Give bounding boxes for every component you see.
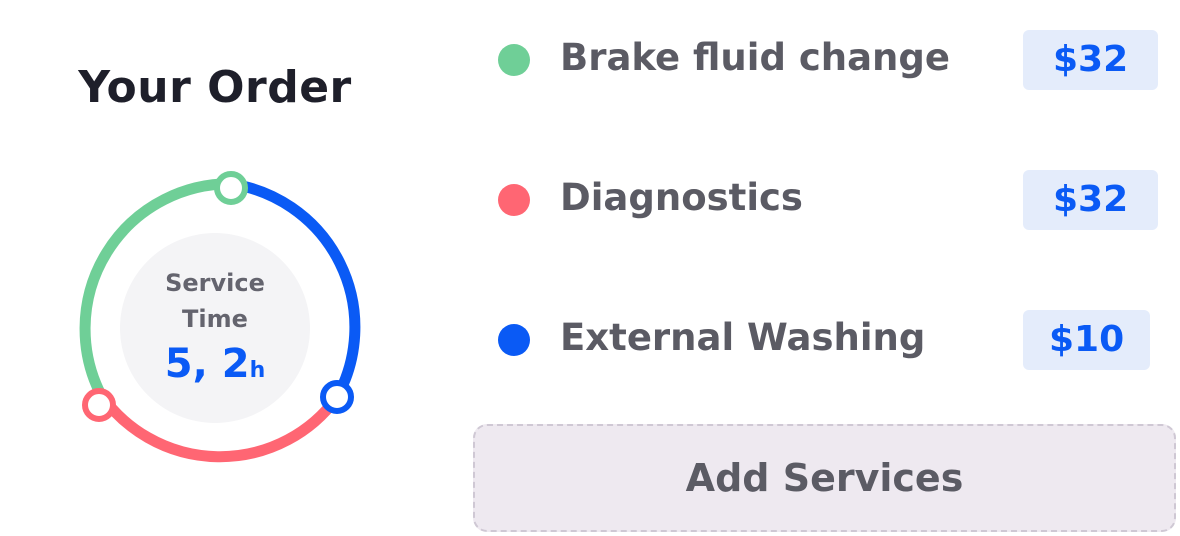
ring-handle-green[interactable] (217, 174, 245, 202)
service-price-badge: $10 (1023, 310, 1150, 370)
ring-handle-blue[interactable] (323, 383, 351, 411)
service-price-badge: $32 (1023, 170, 1158, 230)
add-services-button[interactable]: Add Services (473, 424, 1176, 532)
service-item-brake-fluid[interactable]: Brake fluid change $32 (498, 30, 1158, 90)
status-dot-green-icon (498, 44, 530, 76)
status-dot-blue-icon (498, 324, 530, 356)
order-title: Your Order (70, 62, 360, 113)
service-time-label-line2: Time (120, 301, 310, 337)
service-item-diagnostics[interactable]: Diagnostics $32 (498, 170, 1158, 230)
service-item-external-washing[interactable]: External Washing $10 (498, 310, 1158, 370)
service-time-label: Service Time (120, 265, 310, 337)
service-time-number: 5, 2 (165, 341, 250, 387)
service-name: Brake fluid change (560, 36, 950, 79)
service-time-unit: h (250, 358, 266, 383)
service-price-badge: $32 (1023, 30, 1158, 90)
ring-handle-red[interactable] (85, 391, 113, 419)
service-name: Diagnostics (560, 176, 803, 219)
status-dot-red-icon (498, 184, 530, 216)
service-time-value: 5, 2h (120, 340, 310, 395)
service-name: External Washing (560, 316, 925, 359)
service-time-label-line1: Service (120, 265, 310, 301)
